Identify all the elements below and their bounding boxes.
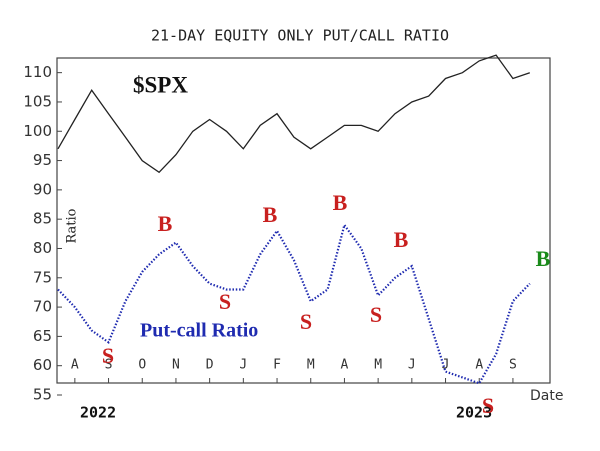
y-tick-label: 100 <box>23 122 52 140</box>
y-axis-label: Ratio <box>65 208 80 243</box>
signal-annotation: S <box>370 302 382 327</box>
y-tick-label: 105 <box>23 92 52 110</box>
signal-annotation: S <box>482 393 494 418</box>
signal-annotation: B <box>394 227 409 252</box>
x-tick-label: M <box>307 358 315 373</box>
x-tick-label: A <box>475 358 483 373</box>
y-tick-label: 60 <box>33 356 52 374</box>
series-label: $SPX <box>133 72 188 97</box>
year-label: 2022 <box>80 404 116 422</box>
series-line <box>57 222 531 385</box>
plot-frame <box>56 57 551 384</box>
signal-annotation: S <box>300 309 312 334</box>
x-axis-label: Date <box>530 388 563 404</box>
y-tick-label: 65 <box>33 327 52 345</box>
signal-annotation: S <box>102 343 114 368</box>
year-label: 2023 <box>456 404 492 422</box>
y-tick-label: 80 <box>33 239 52 257</box>
x-tick-label: F <box>273 358 281 373</box>
signal-annotation: B <box>158 211 173 236</box>
x-tick-label: M <box>374 358 382 373</box>
signal-annotation: B <box>333 190 348 215</box>
y-tick-label: 85 <box>33 210 52 228</box>
x-tick-label: O <box>138 358 146 373</box>
chart-title: 21-DAY EQUITY ONLY PUT/CALL RATIO <box>151 27 449 45</box>
y-tick-label: 70 <box>33 298 52 316</box>
x-tick-label: J <box>408 358 416 373</box>
series-line <box>57 54 531 174</box>
x-tick-label: S <box>105 358 113 373</box>
y-tick-label: 110 <box>23 63 52 81</box>
x-tick-label: A <box>341 358 349 373</box>
y-tick-label: 90 <box>33 180 52 198</box>
x-tick-label: A <box>71 358 79 373</box>
x-tick-label: J <box>442 358 450 373</box>
signal-annotation: B <box>536 246 551 271</box>
signal-annotation: S <box>219 289 231 314</box>
series-label: Put-call Ratio <box>140 320 258 342</box>
x-tick-label: S <box>509 358 517 373</box>
y-tick-label: 95 <box>33 151 52 169</box>
signal-annotation: B <box>263 202 278 227</box>
x-tick-label: J <box>239 358 247 373</box>
x-tick-label: N <box>172 358 180 373</box>
y-tick-label: 75 <box>33 268 52 286</box>
x-tick-label: D <box>206 358 214 373</box>
y-tick-label: 55 <box>33 386 52 404</box>
